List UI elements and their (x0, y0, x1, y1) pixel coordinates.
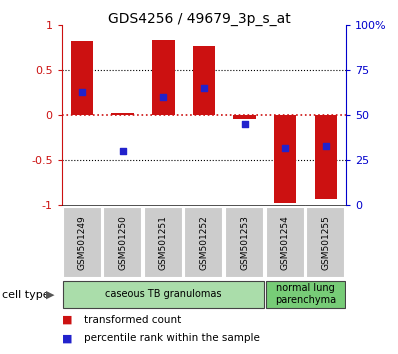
Text: normal lung
parenchyma: normal lung parenchyma (275, 283, 336, 305)
Bar (184, 207, 224, 278)
Text: ■: ■ (62, 333, 72, 343)
Bar (111, 113, 134, 115)
Text: ▶: ▶ (46, 290, 54, 300)
Text: GSM501254: GSM501254 (281, 215, 290, 270)
Text: GSM501249: GSM501249 (78, 215, 86, 270)
Bar (62, 281, 264, 308)
Bar (315, 115, 337, 199)
Text: cell type: cell type (2, 290, 50, 300)
Point (201, 85, 207, 91)
Bar (225, 207, 264, 278)
Text: GSM501251: GSM501251 (159, 215, 168, 270)
Point (119, 148, 126, 154)
Text: ■: ■ (62, 315, 72, 325)
Text: GSM501253: GSM501253 (240, 215, 249, 270)
Text: percentile rank within the sample: percentile rank within the sample (84, 333, 259, 343)
Point (79, 89, 85, 95)
Bar (144, 207, 183, 278)
Point (323, 143, 329, 149)
Point (160, 94, 166, 100)
Text: GSM501255: GSM501255 (322, 215, 330, 270)
Text: GSM501250: GSM501250 (118, 215, 127, 270)
Bar (266, 281, 345, 308)
Bar (274, 115, 297, 202)
Bar (62, 207, 101, 278)
Bar (193, 46, 215, 115)
Text: caseous TB granulomas: caseous TB granulomas (105, 289, 222, 299)
Text: transformed count: transformed count (84, 315, 181, 325)
Point (242, 121, 248, 127)
Bar (266, 207, 305, 278)
Text: GDS4256 / 49679_3p_s_at: GDS4256 / 49679_3p_s_at (107, 12, 291, 27)
Bar (152, 40, 174, 115)
Point (282, 145, 289, 150)
Bar (234, 115, 256, 119)
Bar (71, 41, 93, 115)
Text: GSM501252: GSM501252 (199, 215, 209, 270)
Bar (103, 207, 142, 278)
Bar (306, 207, 345, 278)
